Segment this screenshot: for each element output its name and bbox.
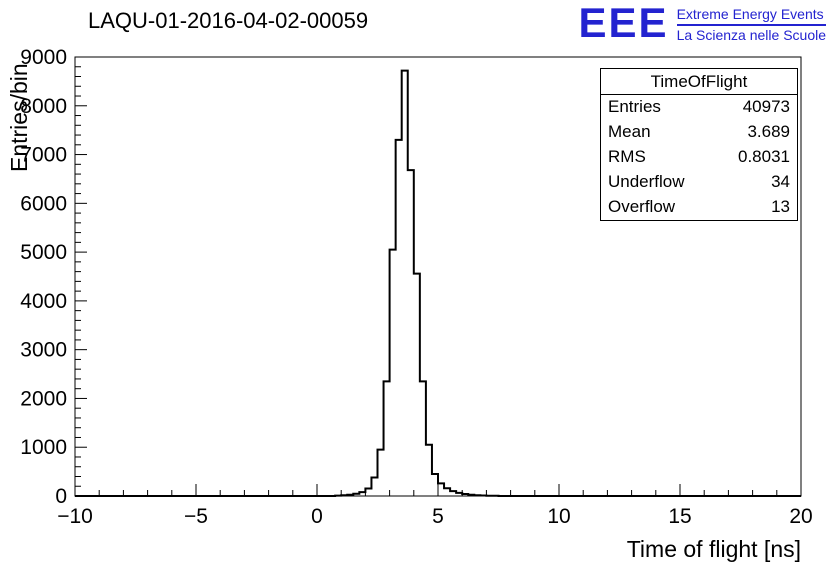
svg-text:3000: 3000: [20, 339, 67, 362]
logo-subtitle-line1: Extreme Energy Events: [676, 6, 826, 26]
stats-row-underflow: Underflow 34: [601, 170, 797, 195]
stats-row-rms: RMS 0.8031: [601, 145, 797, 170]
stats-value: 3.689: [747, 122, 790, 141]
eee-logo-subtitles: Extreme Energy Events La Scienza nelle S…: [676, 4, 826, 43]
svg-text:1000: 1000: [20, 436, 67, 459]
svg-text:5000: 5000: [20, 241, 67, 264]
eee-logo: EEE Extreme Energy Events La Scienza nel…: [578, 0, 826, 46]
logo-subtitle-line2: La Scienza nelle Scuole: [676, 27, 826, 43]
stats-label: Overflow: [608, 197, 676, 216]
svg-text:0: 0: [311, 505, 323, 528]
stats-row-entries: Entries 40973: [601, 95, 797, 120]
stats-label: Mean: [608, 122, 651, 141]
svg-text:−10: −10: [57, 505, 93, 528]
stats-value: 13: [771, 197, 790, 216]
svg-text:8000: 8000: [20, 95, 67, 118]
svg-text:4000: 4000: [20, 290, 67, 313]
stats-label: Entries: [608, 97, 661, 116]
svg-text:2000: 2000: [20, 387, 67, 410]
stats-label: RMS: [608, 147, 646, 166]
eee-logo-text: EEE: [578, 0, 669, 46]
stats-box-title: TimeOfFlight: [601, 69, 797, 95]
stats-value: 0.8031: [738, 147, 790, 166]
svg-text:15: 15: [668, 505, 691, 528]
y-axis-label: Entries/bin: [6, 63, 32, 172]
stats-value: 40973: [742, 97, 790, 116]
svg-text:6000: 6000: [20, 192, 67, 215]
svg-text:20: 20: [789, 505, 812, 528]
stats-label: Underflow: [608, 172, 685, 191]
stats-box: TimeOfFlight Entries 40973 Mean 3.689 RM…: [600, 68, 798, 221]
svg-text:0: 0: [55, 485, 67, 508]
chart-title: LAQU-01-2016-04-02-00059: [88, 8, 369, 33]
stats-row-overflow: Overflow 13: [601, 195, 797, 220]
svg-text:10: 10: [547, 505, 570, 528]
svg-text:7000: 7000: [20, 144, 67, 167]
stats-row-mean: Mean 3.689: [601, 120, 797, 145]
svg-text:−5: −5: [184, 505, 208, 528]
svg-text:5: 5: [432, 505, 444, 528]
x-axis-label: Time of flight [ns]: [626, 536, 801, 562]
svg-text:9000: 9000: [20, 46, 67, 69]
stats-value: 34: [771, 172, 790, 191]
